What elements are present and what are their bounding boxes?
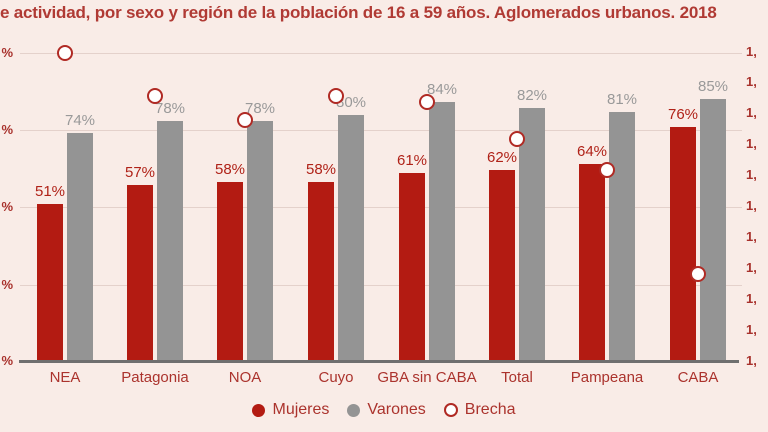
y-axis-right-tick-label: 1, — [746, 136, 757, 152]
legend-label: Varones — [367, 401, 426, 418]
y-axis-right-tick-label: 1, — [746, 167, 757, 183]
x-axis-category-label: Total — [501, 369, 533, 386]
legend-item-varones: Varones — [347, 401, 426, 419]
bar-varones — [700, 99, 726, 361]
brecha-marker-circle — [56, 44, 73, 61]
gridline — [20, 130, 742, 131]
y-axis-right-tick-label: 1, — [746, 259, 757, 275]
gridline — [20, 207, 742, 208]
y-axis-left-tick-label: % — [1, 277, 13, 292]
bar-mujeres — [308, 182, 334, 361]
bar-mujeres — [127, 185, 153, 361]
legend-item-mujeres: Mujeres — [252, 401, 329, 419]
bar-value-label-mujeres: 58% — [214, 161, 246, 179]
y-axis-left-tick-label: % — [1, 122, 13, 137]
bar-mujeres — [399, 173, 425, 361]
brecha-marker-circle — [508, 130, 525, 147]
y-axis-right-tick-label: 1, — [746, 74, 757, 90]
brecha-marker-circle — [146, 87, 163, 104]
x-axis-category-label: NOA — [228, 369, 262, 386]
y-axis-right-tick-label: 1, — [746, 321, 757, 337]
x-axis-category-label: CABA — [677, 369, 719, 386]
brecha-marker-circle — [418, 93, 435, 110]
y-axis-left-tick-label: % — [1, 353, 13, 368]
bar-value-label-varones: 78% — [244, 99, 276, 117]
y-axis-left-tick-label: % — [1, 199, 13, 214]
bar-value-label-mujeres: 58% — [305, 161, 337, 179]
bar-varones — [429, 102, 455, 361]
legend-label: Brecha — [464, 401, 516, 418]
gridline — [20, 285, 742, 286]
chart-title: e actividad, por sexo y región de la pob… — [0, 3, 717, 22]
x-axis-line — [19, 360, 739, 363]
x-axis-category-label: Cuyo — [318, 369, 354, 386]
legend-label: Mujeres — [272, 401, 330, 418]
bar-mujeres — [217, 182, 243, 361]
y-axis-right-tick-label: 1, — [746, 290, 757, 306]
bar-value-label-varones: 74% — [64, 112, 96, 130]
filled-circle-icon — [252, 403, 266, 417]
bar-value-label-mujeres: 64% — [576, 142, 608, 160]
bar-mujeres — [670, 126, 696, 361]
bar-value-label-mujeres: 62% — [486, 149, 518, 167]
legend: Mujeres Varones Brecha — [0, 401, 768, 419]
open-circle-icon — [443, 403, 458, 417]
brecha-marker-circle — [598, 161, 615, 178]
gridline — [20, 53, 742, 54]
filled-circle-icon — [347, 403, 361, 417]
bar-varones — [609, 111, 635, 361]
y-axis-right-tick-label: 1, — [746, 105, 757, 121]
x-axis-category-label: Patagonia — [121, 369, 189, 386]
bar-mujeres — [489, 170, 515, 361]
brecha-marker-circle — [327, 87, 344, 104]
x-axis-category-label: Pampeana — [570, 369, 644, 386]
x-axis-category-label: GBA sin CABA — [377, 369, 477, 386]
legend-item-brecha: Brecha — [443, 401, 516, 419]
bar-value-label-mujeres: 51% — [34, 182, 66, 200]
y-axis-right-tick-label: 1, — [746, 228, 757, 244]
bar-varones — [67, 133, 93, 361]
bar-value-label-mujeres: 61% — [396, 152, 428, 170]
bar-varones — [247, 120, 273, 361]
bar-value-label-varones: 84% — [426, 81, 458, 99]
y-axis-left-tick-label: % — [1, 45, 13, 60]
y-axis-right-tick-label: 1, — [746, 43, 757, 59]
y-axis-right-tick-label: 1, — [746, 198, 757, 213]
bar-varones — [338, 114, 364, 361]
y-axis-right-tick-label: 1, — [746, 352, 757, 368]
bar-mujeres — [579, 163, 605, 361]
bar-varones — [157, 120, 183, 361]
bar-varones — [519, 108, 545, 361]
brecha-marker-circle — [236, 112, 253, 129]
bar-value-label-varones: 81% — [606, 90, 638, 108]
bar-mujeres — [37, 203, 63, 361]
bar-value-label-varones: 85% — [697, 78, 729, 96]
bar-value-label-varones: 78% — [154, 99, 186, 117]
bar-value-label-mujeres: 57% — [124, 164, 156, 182]
bar-value-label-varones: 82% — [516, 87, 548, 105]
x-axis-category-label: NEA — [49, 369, 81, 386]
bar-value-label-mujeres: 76% — [667, 105, 699, 123]
brecha-marker-circle — [689, 266, 706, 283]
